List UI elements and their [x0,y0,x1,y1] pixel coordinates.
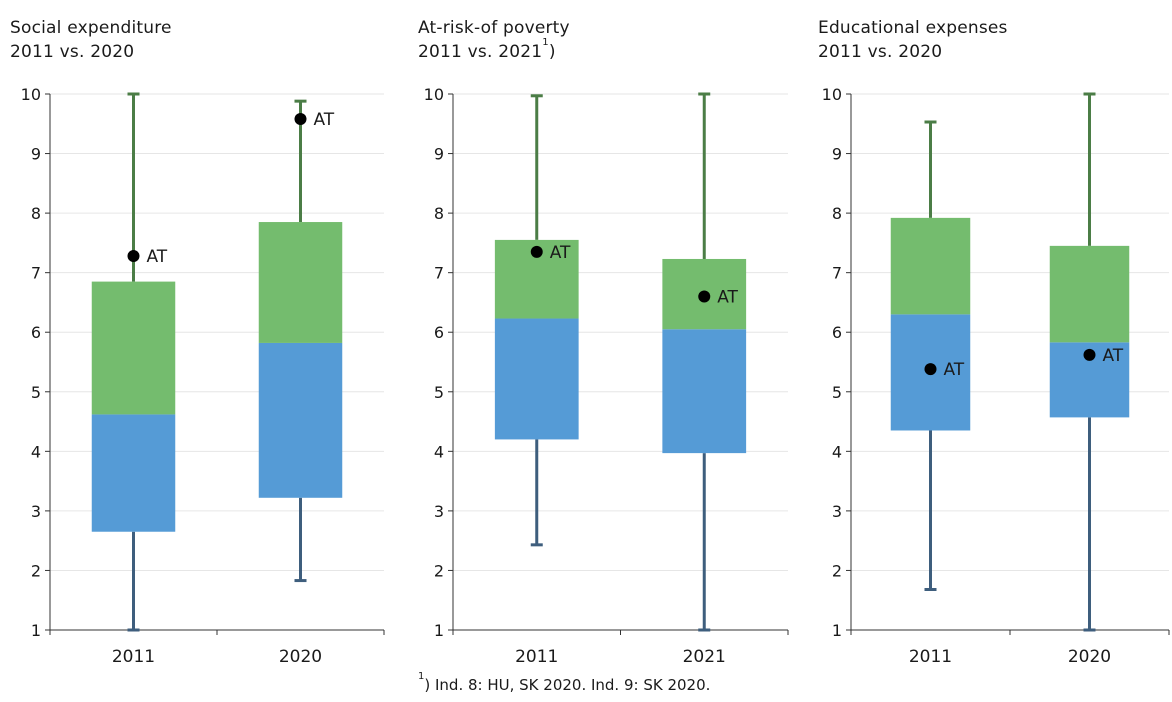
at-marker [127,249,140,262]
x-tick-label: 2011 [909,647,952,667]
y-tick-label: 3 [31,502,41,521]
chart-title: At-risk-of poverty [418,18,570,38]
at-marker [294,113,307,126]
chart-subtitle: 2011 vs. 2020 [818,42,942,62]
y-tick-label: 8 [832,204,842,223]
upper-box [1049,245,1130,343]
y-tick-label: 8 [434,204,444,223]
y-tick-label: 7 [832,264,842,283]
at-label: AT [314,110,335,130]
lower-box [494,318,579,440]
x-tick-label: 2020 [279,647,322,667]
y-tick-label: 9 [434,145,444,164]
chart-svg: 1 2 3 4 5 6 7 8 9 10 AT 2011 AT 2020 [822,85,1170,667]
y-tick-label: 10 [822,85,842,104]
at-label: AT [550,243,571,263]
chart-title: Social expenditure [10,18,172,38]
y-tick-label: 1 [31,621,41,640]
y-tick-label: 1 [434,621,444,640]
chart-subtitle-text: 2011 vs. 2020 [10,42,135,62]
y-tick-label: 3 [434,502,444,521]
y-tick-label: 6 [832,323,842,342]
y-tick-label: 3 [832,502,842,521]
chart-subtitle: 2011 vs. 2020 [10,42,134,62]
at-marker [698,290,711,303]
lower-box [662,329,747,454]
y-tick-label: 4 [434,442,444,461]
y-tick-label: 9 [31,145,41,164]
y-tick-label: 5 [434,383,444,402]
y-tick-label: 2 [31,561,41,580]
at-marker [530,245,543,258]
y-tick-label: 10 [424,85,444,104]
chart-title: Educational expenses [818,18,1008,38]
y-tick-label: 4 [832,442,842,461]
x-tick-label: 2020 [1068,647,1111,667]
footnote-marker: 1 [542,37,549,49]
chart-svg: 1 2 3 4 5 6 7 8 9 10 AT 2011 AT 2020 [21,85,385,667]
upper-box [890,217,971,315]
upper-box [91,281,176,415]
at-marker [1083,348,1096,361]
footnote: 1) Ind. 8: HU, SK 2020. Ind. 9: SK 2020. [418,671,711,694]
chart-panel-educational-expenses: Educational expenses 2011 vs. 2020 1 2 3 4 5… [818,0,1172,680]
y-tick-label: 5 [832,383,842,402]
chart-subtitle-text: 2011 vs. 2021 [418,42,543,62]
y-tick-label: 2 [832,561,842,580]
at-marker [924,363,937,376]
chart-subtitle-text: 2011 vs. 2020 [818,42,943,62]
y-tick-label: 6 [434,323,444,342]
lower-box [91,414,176,532]
at-label: AT [147,247,168,267]
at-label: AT [717,287,738,307]
y-tick-label: 7 [434,264,444,283]
lower-box [258,342,343,498]
x-tick-label: 2011 [515,647,558,667]
y-tick-label: 5 [31,383,41,402]
at-label: AT [944,360,965,380]
y-tick-label: 6 [31,323,41,342]
chart-panel-social-expenditure: Social expenditure 2011 vs. 2020 1 2 3 4 5 6 7… [10,0,390,680]
x-tick-label: 2021 [683,647,726,667]
upper-box [258,222,343,343]
y-tick-label: 1 [832,621,842,640]
y-tick-label: 2 [434,561,444,580]
chart-subtitle: 2011 vs. 20211) [418,37,556,62]
x-tick-label: 2011 [112,647,155,667]
y-tick-label: 9 [832,145,842,164]
y-tick-label: 4 [31,442,41,461]
y-tick-label: 8 [31,204,41,223]
at-label: AT [1103,346,1124,366]
footnote-paren: ) [548,42,556,62]
y-tick-label: 10 [21,85,41,104]
footnote-marker: 1 [418,671,425,682]
y-tick-label: 7 [31,264,41,283]
chart-svg: 1 2 3 4 5 6 7 8 9 10 AT 2011 AT 2021 [424,85,789,667]
footnote-text: ) Ind. 8: HU, SK 2020. Ind. 9: SK 2020. [424,676,711,694]
